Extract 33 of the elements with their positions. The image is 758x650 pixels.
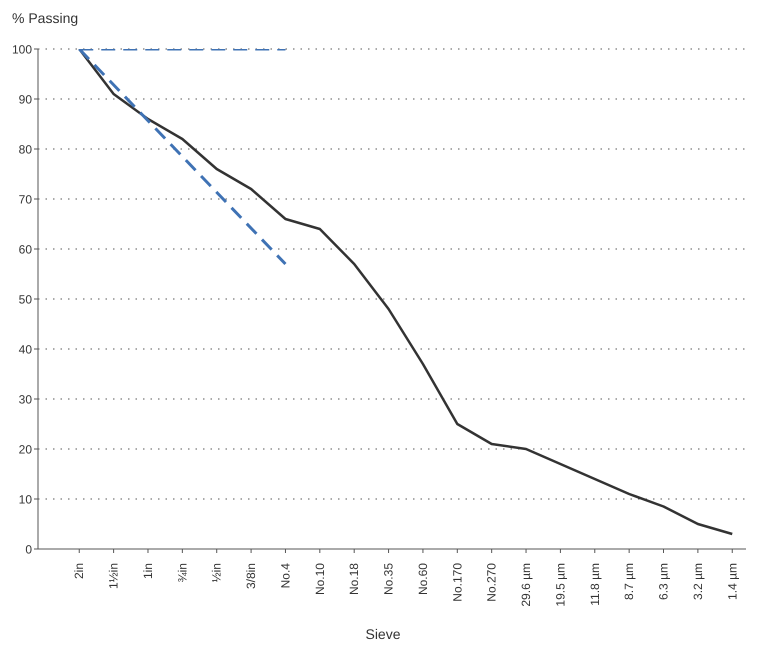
x-tick-label: 1.4 µm bbox=[725, 563, 740, 600]
x-tick-label: 1½in bbox=[106, 563, 121, 590]
y-tick-label: 90 bbox=[18, 92, 32, 106]
y-tick-label: 0 bbox=[25, 542, 32, 556]
x-tick-label: ¾in bbox=[175, 563, 190, 582]
y-axis-title: % Passing bbox=[12, 10, 78, 26]
x-tick-label: No.18 bbox=[347, 562, 362, 596]
y-tick-label: 80 bbox=[18, 142, 32, 156]
x-tick-label: No.4 bbox=[278, 562, 292, 588]
y-tick-label: 100 bbox=[12, 42, 32, 56]
y-tick-label: 60 bbox=[18, 242, 32, 256]
x-tick-label: 2in bbox=[72, 563, 86, 580]
x-axis-title: Sieve bbox=[364, 626, 402, 642]
y-tick-label: 20 bbox=[18, 442, 32, 456]
x-tick-label: No.60 bbox=[416, 562, 430, 596]
y-tick-label: 10 bbox=[18, 492, 32, 506]
x-tick-label: 3/8in bbox=[244, 563, 258, 590]
x-tick-label: No.35 bbox=[382, 562, 396, 596]
x-tick-label: ½in bbox=[210, 563, 224, 582]
x-tick-label: No.270 bbox=[484, 562, 499, 602]
x-tick-label: 6.3 µm bbox=[656, 563, 671, 600]
x-tick-label: No.170 bbox=[450, 562, 464, 602]
x-tick-label: No.10 bbox=[312, 562, 327, 596]
x-tick-label: 1in bbox=[140, 563, 155, 580]
x-tick-label: 8.7 µm bbox=[622, 563, 636, 600]
x-tick-label: 29.6 µm bbox=[519, 563, 534, 607]
y-tick-label: 40 bbox=[18, 342, 32, 356]
y-tick-label: 70 bbox=[18, 192, 32, 206]
y-tick-label: 50 bbox=[18, 292, 32, 306]
x-tick-label: 19.5 µm bbox=[553, 563, 568, 607]
y-tick-label: 30 bbox=[18, 392, 32, 406]
x-tick-label: 11.8 µm bbox=[588, 563, 602, 606]
x-tick-label: 3.2 µm bbox=[690, 563, 705, 600]
